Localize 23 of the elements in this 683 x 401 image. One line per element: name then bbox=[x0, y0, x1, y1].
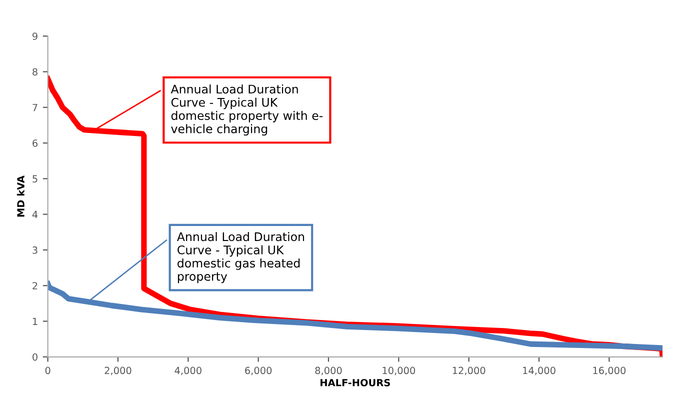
y-tick-label: 9 bbox=[32, 32, 38, 40]
x-tick-label: 14,000 bbox=[523, 366, 556, 376]
y-tick-label: 0 bbox=[32, 353, 38, 361]
y-tick-label: 7 bbox=[32, 104, 38, 112]
x-tick-label: 12,000 bbox=[452, 366, 486, 376]
y-tick-label: 8 bbox=[32, 68, 38, 76]
annotation: Annual Load Duration Curve - Typical UK domestic property with e- vehicle charging bbox=[170, 84, 323, 136]
annotation: Annual Load Duration Curve - Typical UK domestic gas heated property bbox=[176, 232, 304, 284]
y-tick-label: 5 bbox=[32, 175, 38, 182]
y-tick-label: 3 bbox=[32, 246, 38, 254]
y-tick-label: 1 bbox=[32, 318, 38, 325]
x-axis-title: HALF-HOURS bbox=[320, 378, 390, 386]
x-tick-label: 0 bbox=[45, 366, 50, 374]
x-tick-label: 4,000 bbox=[174, 366, 202, 376]
y-tick-label: 2 bbox=[32, 282, 38, 290]
x-tick-label: 10,000 bbox=[382, 366, 416, 376]
y-axis-title: MD kVA bbox=[16, 176, 24, 217]
y-tick-label: 4 bbox=[32, 210, 38, 218]
x-tick-label: 2,000 bbox=[104, 366, 132, 376]
x-tick-label: 6,000 bbox=[245, 366, 272, 376]
x-tick-label: 8,000 bbox=[315, 366, 342, 376]
x-tick-label: 16,000 bbox=[593, 366, 626, 376]
y-tick-label: 6 bbox=[32, 140, 38, 147]
